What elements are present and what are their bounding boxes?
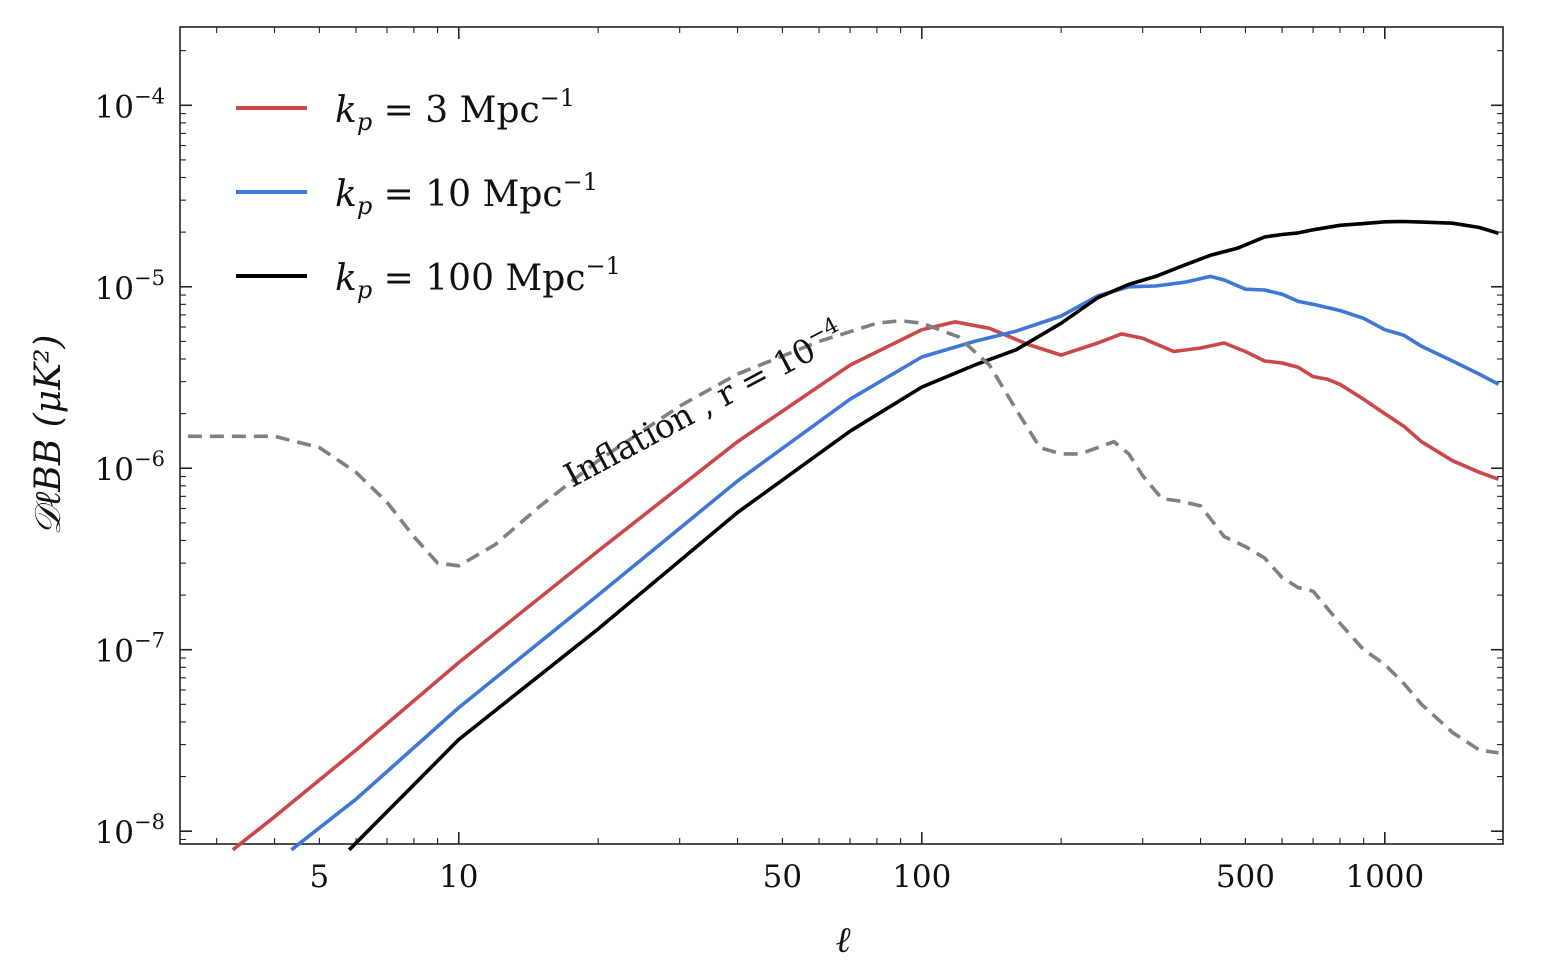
y-tick-label: 10−6 (95, 447, 165, 488)
x-tick-labels: 5 10 50 100 500 1000 (310, 859, 1425, 895)
x-axis-title: ℓ (836, 920, 851, 961)
y-tick-label: 10−4 (95, 84, 165, 125)
series-line-1 (290, 274, 1500, 852)
legend-label-2: kp = 100 Mpc−1 (335, 252, 621, 304)
series-line-2 (347, 219, 1500, 852)
legend-label-0: kp = 3 Mpc−1 (335, 84, 575, 136)
legend: kp = 3 Mpc−1 kp = 10 Mpc−1 kp = 100 Mpc−1 (236, 84, 621, 304)
major-ticks (180, 27, 1503, 844)
x-tick-label: 10 (439, 859, 478, 895)
y-tick-label: 10−7 (95, 629, 165, 670)
x-tick-label: 500 (1216, 859, 1275, 895)
y-tick-labels: 10−8 10−7 10−6 10−5 10−4 (95, 84, 165, 851)
x-tick-label: 1000 (1345, 859, 1424, 895)
x-tick-label: 5 (310, 859, 330, 895)
plot-frame (179, 26, 1504, 845)
x-tick-label: 100 (892, 859, 951, 895)
series-layer (187, 219, 1500, 852)
x-tick-label: 50 (763, 859, 802, 895)
minor-ticks (180, 27, 1503, 844)
y-axis-title: 𝒟ℓBB (μK²) (28, 335, 69, 536)
legend-label-1: kp = 10 Mpc−1 (335, 168, 598, 220)
y-tick-label: 10−5 (95, 266, 165, 307)
series-line-3 (187, 318, 1499, 755)
y-tick-label: 10−8 (95, 810, 165, 851)
series-line-0 (231, 320, 1500, 852)
